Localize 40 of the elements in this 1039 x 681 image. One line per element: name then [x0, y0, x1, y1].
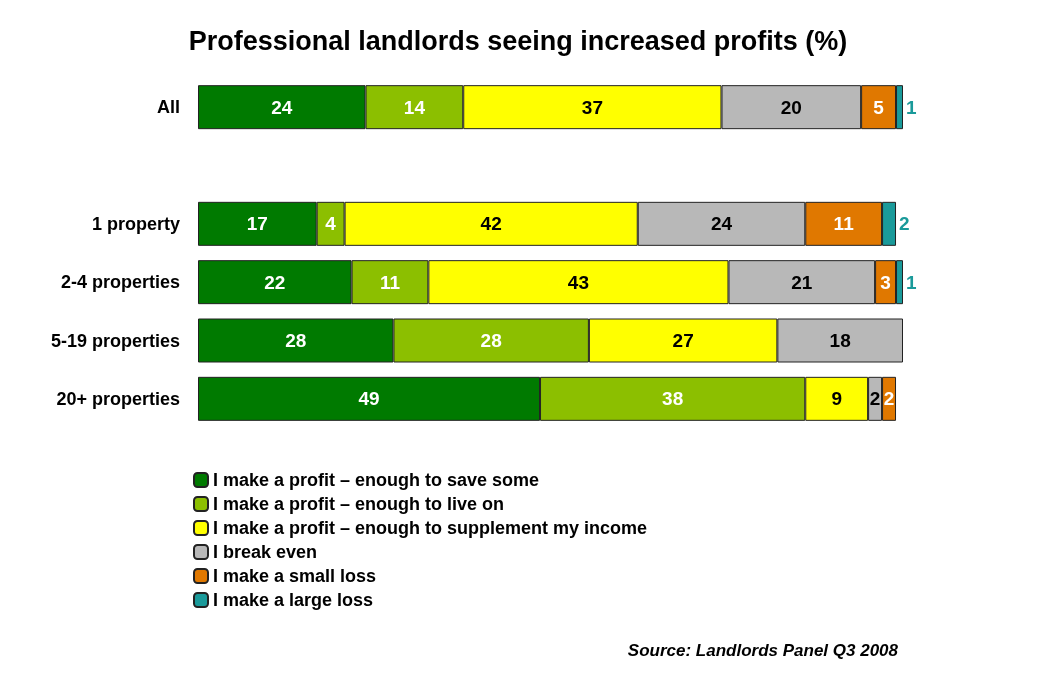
legend-label: I make a small loss — [213, 566, 377, 586]
data-label: 2 — [899, 213, 910, 235]
data-label: 24 — [271, 96, 293, 118]
data-label: 2 — [883, 388, 895, 410]
source-note: Source: Landlords Panel Q3 2008 — [627, 641, 899, 660]
y-tick-label: 20+ properties — [56, 388, 180, 409]
data-label: 42 — [480, 213, 502, 235]
data-label: 2 — [869, 388, 881, 410]
legend-label: I break even — [213, 542, 318, 562]
legend-label: I make a profit – enough to supplement my income — [213, 518, 648, 538]
data-label: 1 — [906, 96, 917, 118]
legend-label: I make a large loss — [213, 590, 374, 610]
legend-label: I make a profit – enough to live on — [213, 494, 505, 514]
data-label: 1 — [906, 271, 917, 293]
data-label: 4 — [325, 213, 337, 235]
data-label: 38 — [662, 388, 684, 410]
data-label: 28 — [285, 330, 307, 351]
data-label: 11 — [833, 213, 855, 235]
data-label: 37 — [581, 96, 603, 118]
y-tick-label: 2-4 properties — [60, 272, 180, 293]
y-tick-label: 1 property — [91, 213, 180, 234]
data-label: 3 — [880, 271, 891, 293]
data-label: 20 — [780, 96, 802, 118]
data-label: 22 — [264, 271, 286, 293]
data-label: 18 — [829, 330, 851, 351]
y-tick-label: 5-19 properties — [50, 330, 180, 351]
data-label: 17 — [246, 213, 268, 235]
data-label: 14 — [403, 96, 426, 118]
data-label: 21 — [791, 271, 813, 293]
legend-label: I make a profit – enough to save some — [213, 470, 540, 490]
data-label: 28 — [480, 330, 502, 351]
data-label: 9 — [831, 388, 842, 410]
data-label: 27 — [672, 330, 694, 351]
y-tick-label: All — [156, 97, 180, 118]
data-label: 43 — [567, 271, 589, 293]
data-label: 24 — [710, 213, 733, 235]
data-label: 49 — [358, 388, 380, 410]
data-label: 11 — [379, 271, 401, 293]
chart-title: Professional landlords seeing increased profits (%) — [188, 25, 848, 56]
data-label: 5 — [873, 96, 885, 118]
